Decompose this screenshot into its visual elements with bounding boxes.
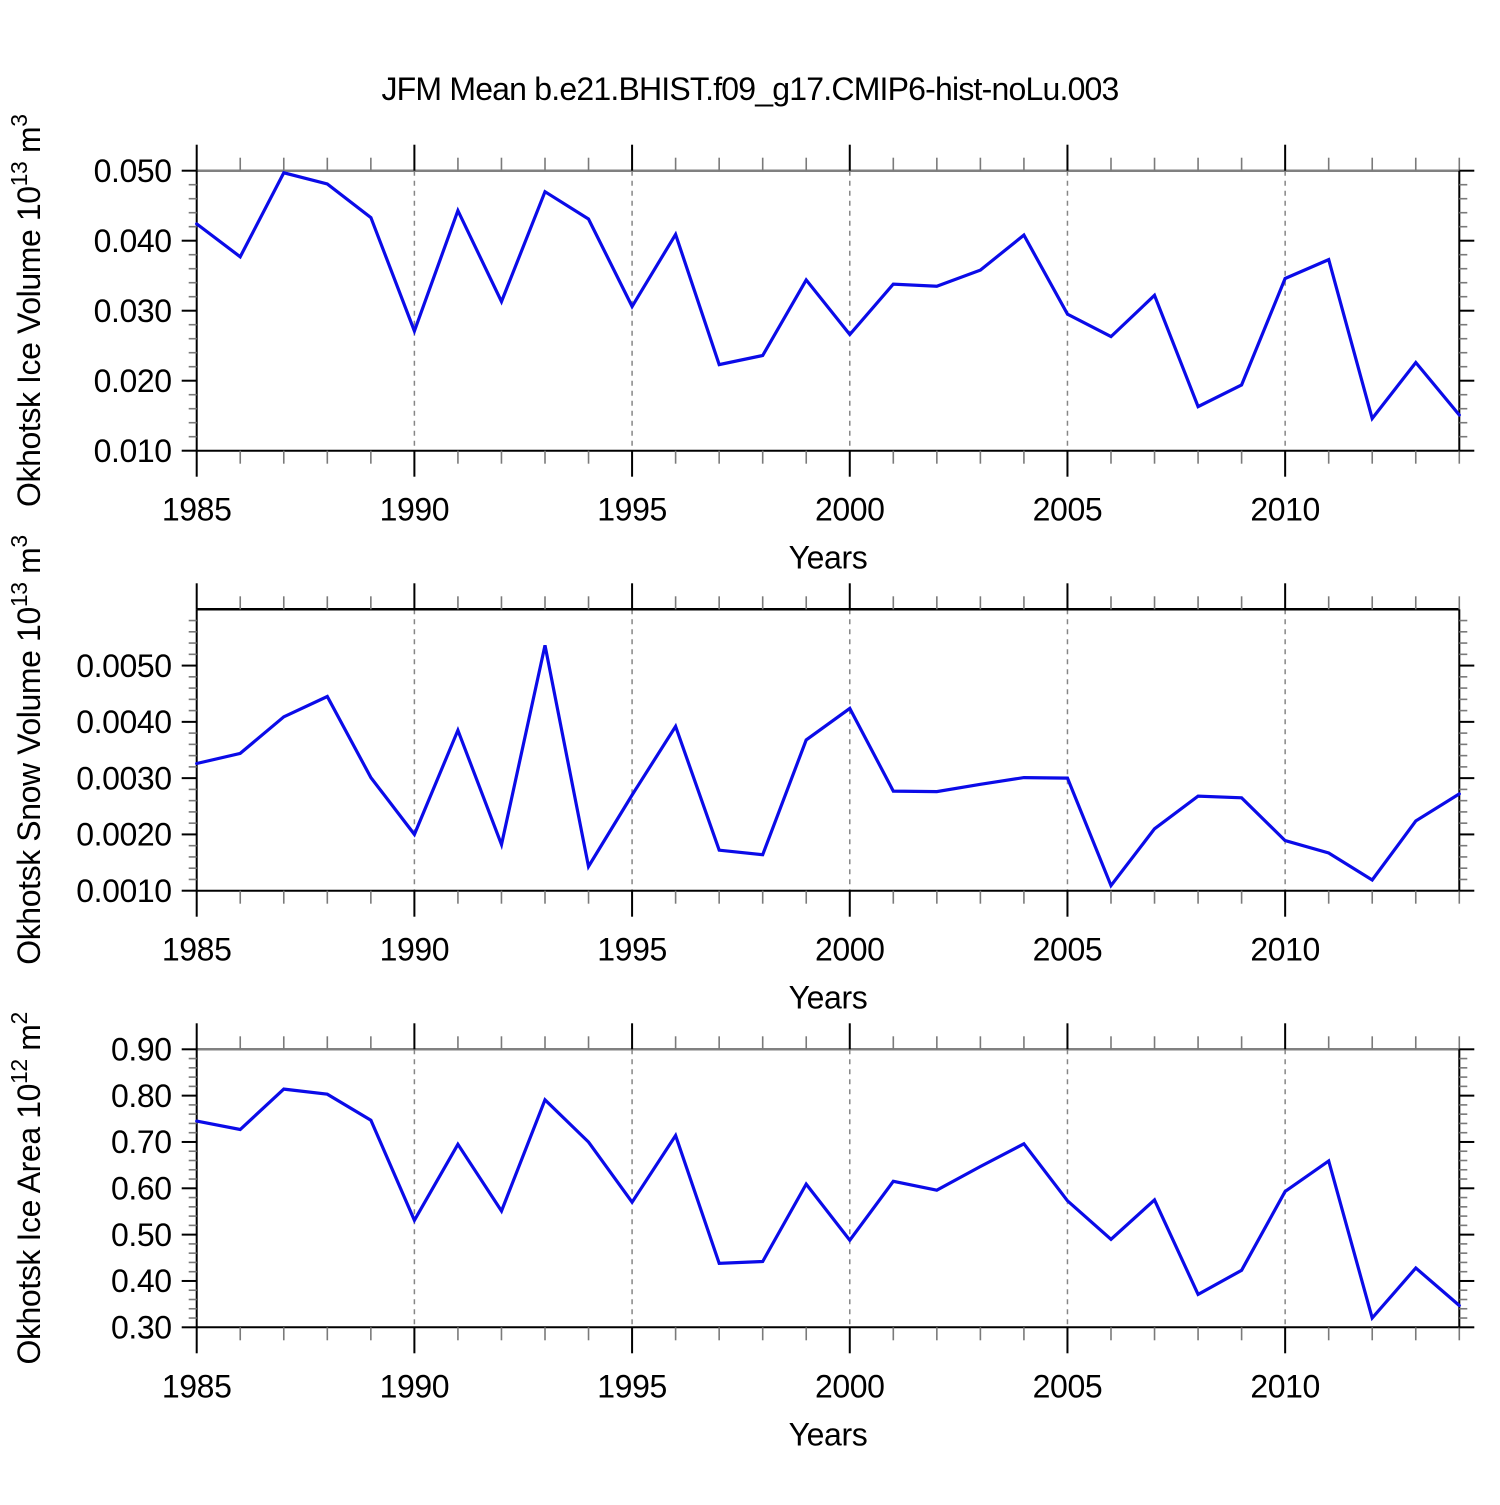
y-axis-title: Okhotsk Ice Area 1012 m2 — [6, 1012, 47, 1365]
x-tick-label-1990: 1990 — [380, 1368, 450, 1404]
axis-title-text: Okhotsk Snow Volume 10 — [11, 607, 47, 965]
axis-title-superscript: 13 — [6, 162, 32, 187]
y-tick-label: 0.80 — [111, 1078, 172, 1114]
y-tick-label: 0.0030 — [76, 760, 171, 796]
axis-title-superscript: 12 — [6, 1059, 32, 1084]
x-axis-title: Years — [789, 540, 868, 576]
y-tick-label: 0.0020 — [76, 817, 171, 853]
x-tick-label-1995: 1995 — [597, 932, 667, 968]
axis-title-text: Okhotsk Ice Volume 10 — [11, 186, 47, 507]
x-tick-label-2010: 2010 — [1250, 492, 1320, 528]
x-tick-label-1985: 1985 — [162, 1368, 232, 1404]
y-tick-label: 0.0010 — [76, 873, 171, 909]
axis-title-text: m — [11, 127, 47, 162]
axis-title-text: Okhotsk Ice Area 10 — [11, 1084, 47, 1365]
x-tick-label-1995: 1995 — [597, 492, 667, 528]
okhotsk-ice-area-chart: 1985 1990 1995 2000 2005 2010 0.30 0.40 0.50 0.60… — [6, 1012, 1475, 1452]
x-tick-label-2010: 2010 — [1250, 1368, 1320, 1404]
x-tick-label-2000: 2000 — [815, 932, 885, 968]
okhotsk-snow-volume-chart: 1985 1990 1995 2000 2005 2010 0.0010 0.0020 0.00… — [6, 535, 1475, 1016]
axis-title-text: m — [11, 1024, 47, 1059]
axis-title-text: m — [11, 548, 47, 583]
x-axis-title: Years — [789, 1416, 868, 1452]
x-axis-title: Years — [789, 980, 868, 1016]
okhotsk-ice-volume-line — [195, 170, 1461, 423]
x-tick-label-1985: 1985 — [162, 932, 232, 968]
figure-title: JFM Mean b.e21.BHIST.f09_g17.CMIP6-hist-… — [381, 71, 1118, 107]
x-tick-label-2005: 2005 — [1033, 932, 1103, 968]
x-tick-label-1990: 1990 — [380, 492, 450, 528]
y-tick-label: 0.70 — [111, 1124, 172, 1160]
okhotsk-ice-area-line — [195, 1087, 1461, 1322]
y-tick-label: 0.40 — [111, 1263, 172, 1299]
axis-title-superscript: 3 — [6, 114, 32, 126]
x-tick-label-2005: 2005 — [1033, 492, 1103, 528]
axis-title-superscript: 3 — [6, 535, 32, 547]
y-axis-title: Okhotsk Snow Volume 1013 m3 — [6, 535, 47, 965]
x-tick-label-2010: 2010 — [1250, 932, 1320, 968]
x-tick-label-2000: 2000 — [815, 1368, 885, 1404]
y-tick-label: 0.050 — [94, 153, 172, 189]
y-tick-label: 0.040 — [94, 223, 172, 259]
x-tick-label-1995: 1995 — [597, 1368, 667, 1404]
y-tick-label: 0.50 — [111, 1217, 172, 1253]
x-tick-label-1990: 1990 — [380, 932, 450, 968]
y-tick-label: 0.020 — [94, 363, 172, 399]
x-tick-label-2000: 2000 — [815, 492, 885, 528]
x-tick-label-1985: 1985 — [162, 492, 232, 528]
y-tick-label: 0.30 — [111, 1310, 172, 1346]
y-tick-label: 0.010 — [94, 433, 172, 469]
y-tick-label: 0.90 — [111, 1032, 172, 1068]
y-tick-label: 0.0050 — [76, 648, 171, 684]
y-tick-label: 0.030 — [94, 293, 172, 329]
y-tick-label: 0.60 — [111, 1171, 172, 1207]
axis-title-superscript: 13 — [6, 582, 32, 607]
axis-title-superscript: 2 — [6, 1012, 32, 1024]
y-tick-label: 0.0040 — [76, 704, 171, 740]
okhotsk-ice-volume-chart: 1985 1990 1995 2000 2005 2010 0.010 0.020 0.030 0… — [6, 114, 1475, 576]
x-tick-label-2005: 2005 — [1033, 1368, 1103, 1404]
y-axis-title: Okhotsk Ice Volume 1013 m3 — [6, 114, 47, 507]
okhotsk-snow-volume-line — [195, 644, 1461, 889]
